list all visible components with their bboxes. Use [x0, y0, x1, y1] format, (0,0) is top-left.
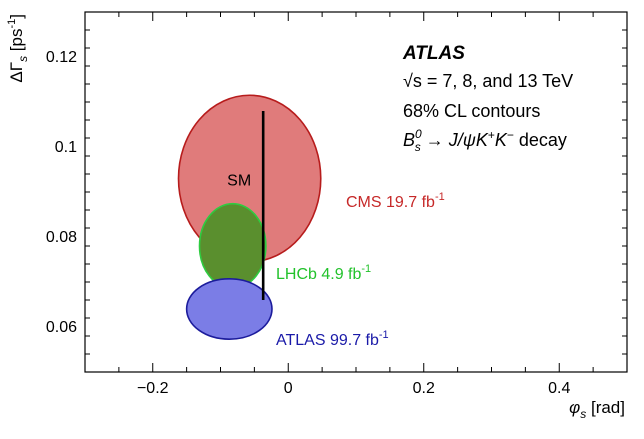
y-axis-label: ΔΓs [ps-1] [6, 14, 30, 83]
x-tick-label: −0.2 [137, 380, 169, 397]
lhcb-contour [198, 202, 267, 290]
region-labels: CMS 19.7 fb-1 LHCb 4.9 fb-1 ATLAS 99.7 fb-… [276, 191, 445, 349]
contour-level-label: 68% CL contours [403, 101, 540, 121]
atlas-contour-label: ATLAS 99.7 fb-1 [276, 329, 389, 349]
y-tick-label: 0.12 [46, 49, 77, 66]
lhcb-contour-label: LHCb 4.9 fb-1 [276, 263, 371, 283]
contour-group [177, 94, 322, 340]
y-tick-label: 0.1 [55, 139, 77, 156]
x-axis-label: φs [rad] [569, 398, 625, 421]
sm-label: SM [227, 172, 251, 189]
y-tick-label: 0.08 [46, 229, 77, 246]
axis-ticks: −0.2 0 0.2 0.4 0.06 0.08 0.1 0.12 [46, 11, 628, 397]
x-tick-label: 0.4 [548, 380, 570, 397]
energy-label: √s = 7, 8, and 13 TeV [403, 71, 573, 91]
x-tick-label: 0 [284, 380, 293, 397]
cms-contour-label: CMS 19.7 fb-1 [346, 191, 445, 211]
x-tick-label: 0.2 [413, 380, 435, 397]
atlas-contour [185, 278, 273, 340]
y-tick-label: 0.06 [46, 319, 77, 336]
decay-label: B0 s → J/ψK+K− decay [403, 127, 567, 154]
plot-frame [84, 11, 628, 373]
experiment-label: ATLAS [402, 43, 465, 64]
